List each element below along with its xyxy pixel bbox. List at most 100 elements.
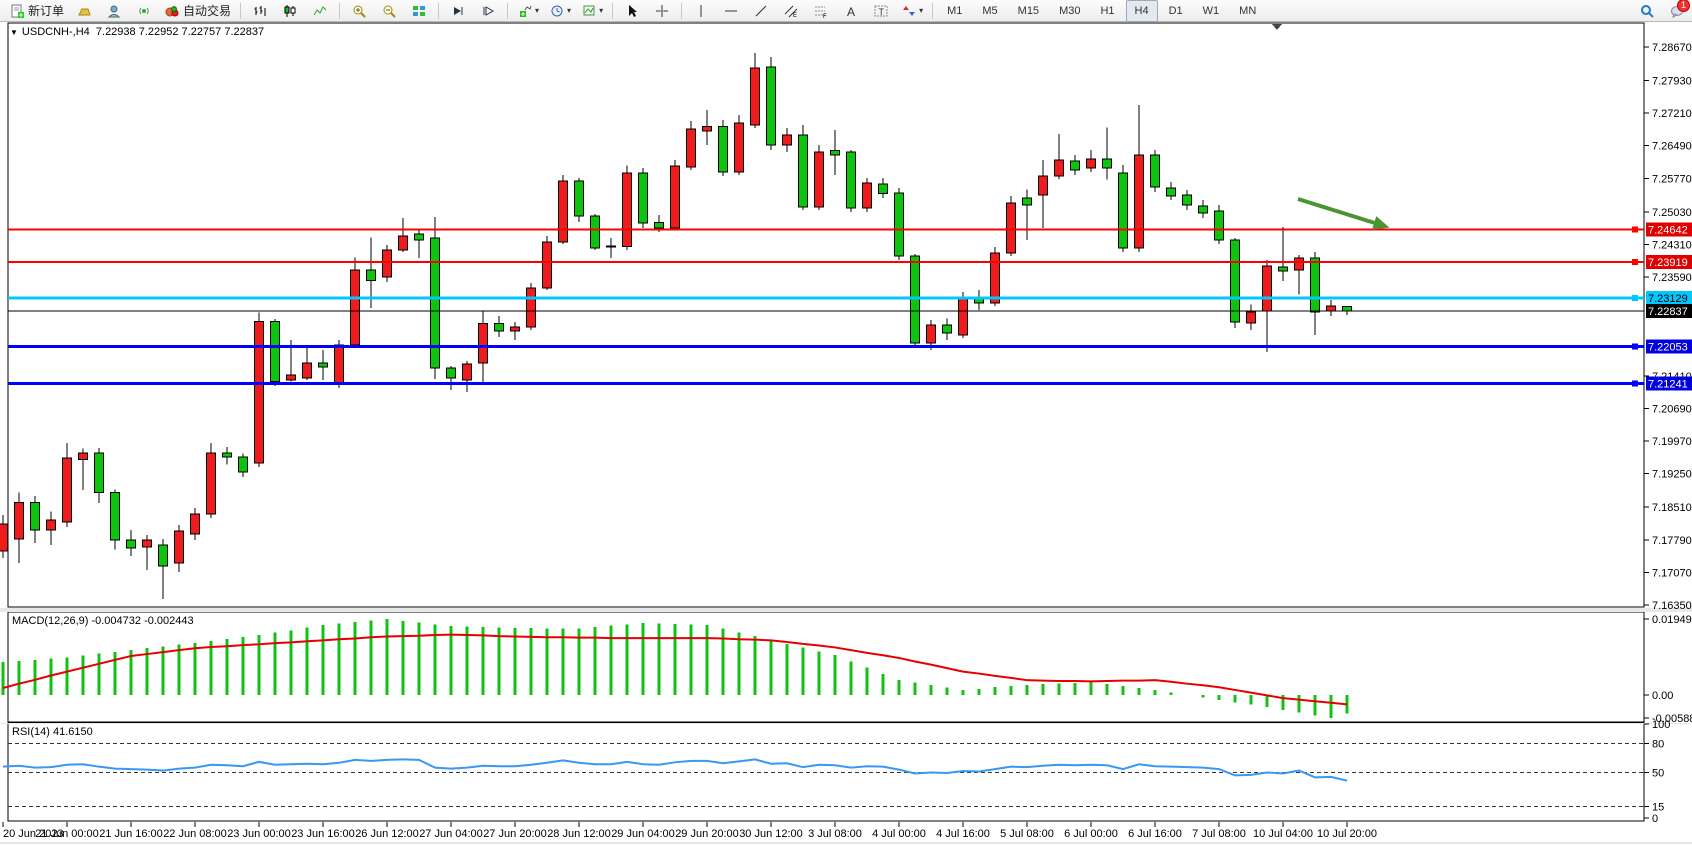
trend-arrow-head <box>1372 216 1390 230</box>
candle-10-Jul-20-00 <box>1342 306 1352 312</box>
fibonacci-retracement-button[interactable]: F <box>807 0 835 22</box>
zoom-in-icon <box>351 3 367 19</box>
arrows-button[interactable]: ▾ <box>897 0 927 22</box>
one-click-trading-expander-icon[interactable]: ▼ <box>10 28 18 37</box>
candle-7-Jul-20-00 <box>1262 265 1272 312</box>
templates-button[interactable]: ▾ <box>577 0 607 22</box>
candle-5-Jul-20-00 <box>1070 160 1080 171</box>
text-button[interactable]: A <box>837 0 865 22</box>
equidistant-channel-button[interactable]: E <box>777 0 805 22</box>
candle-28-Jun-20-00 <box>606 245 616 248</box>
indicators-list-button[interactable]: ▾ <box>513 0 543 22</box>
tf-button-m1[interactable]: M1 <box>938 0 971 22</box>
periods-button[interactable]: ▾ <box>545 0 575 22</box>
svg-text:F: F <box>823 14 827 18</box>
tf-button-h4[interactable]: H4 <box>1125 0 1158 22</box>
tf-h4-label: H4 <box>1134 4 1149 17</box>
notification-count-badge: 1 <box>1676 0 1690 12</box>
svg-text:7.19970: 7.19970 <box>1652 436 1692 448</box>
candle-22-Jun-20-00 <box>238 456 248 473</box>
cursor-button[interactable] <box>618 0 646 22</box>
notifications-button[interactable]: 1 <box>1663 0 1691 22</box>
trend-arrow-annotation[interactable] <box>1297 197 1390 230</box>
tf-button-mn[interactable]: MN <box>1230 0 1265 22</box>
candle-29-Jun-16-00 <box>686 128 696 168</box>
candle-6-Jul-08-00 <box>1118 172 1128 249</box>
candle-21-Jun-16-00 <box>126 539 136 549</box>
tf-button-m5[interactable]: M5 <box>973 0 1006 22</box>
rsi-line <box>2 758 1348 782</box>
svg-text:E: E <box>793 13 797 18</box>
resistance-line-2-handle[interactable] <box>1632 259 1638 266</box>
periods-dropdown-icon[interactable]: ▾ <box>567 6 572 15</box>
candle-7-Jul-04-00 <box>1198 205 1208 214</box>
tf-button-m15[interactable]: M15 <box>1009 0 1048 22</box>
search-button[interactable] <box>1633 0 1661 22</box>
candle-20-Jun-20-00 <box>46 519 56 531</box>
macd-indicator: 0.01949 0.00 -0.005885 <box>1 614 1692 725</box>
svg-text:6 Jul 16:00: 6 Jul 16:00 <box>1128 828 1182 840</box>
candle-28-Jun-04-00 <box>542 241 552 289</box>
svg-text:7.23590: 7.23590 <box>1652 272 1692 284</box>
candle-5-Jul-16-00 <box>1054 159 1064 177</box>
candle-21-Jun-20-00 <box>142 539 152 548</box>
bar-chart-button[interactable] <box>246 0 274 22</box>
main-pane <box>7 22 1645 608</box>
text-label-button[interactable]: T <box>867 0 895 22</box>
support-line-1-handle[interactable] <box>1632 343 1638 350</box>
svg-text:27 Jun 04:00: 27 Jun 04:00 <box>419 828 483 840</box>
cyan-level-line-handle[interactable] <box>1632 294 1638 301</box>
candle-10-Jul-16-00 <box>1326 305 1336 312</box>
support-line-2-handle[interactable] <box>1632 380 1638 387</box>
zoom-out-button[interactable] <box>375 0 403 22</box>
trendline-button[interactable] <box>747 0 775 22</box>
current-price-line-price-badge <box>1646 304 1692 319</box>
svg-text:7.24310: 7.24310 <box>1652 239 1692 251</box>
vertical-line-button[interactable] <box>687 0 715 22</box>
tile-windows-button[interactable] <box>405 0 433 22</box>
rsi-indicator-label: RSI(14) 41.6150 <box>12 726 93 738</box>
candle-21-Jun-00-00 <box>62 457 72 523</box>
svg-text:7.23919: 7.23919 <box>1648 257 1688 269</box>
auto-trading-button[interactable]: 自动交易 <box>160 0 235 22</box>
zoom-out-icon <box>381 3 397 19</box>
crosshair-button[interactable] <box>648 0 676 22</box>
line-chart-button[interactable] <box>306 0 334 22</box>
resistance-line-1-handle[interactable] <box>1632 226 1638 233</box>
pane-splitter-macd-rsi[interactable] <box>0 723 1692 724</box>
tf-m5-label: M5 <box>982 4 998 17</box>
tf-button-m30[interactable]: M30 <box>1050 0 1089 22</box>
arrows-icon <box>901 3 917 19</box>
svg-text:A: A <box>847 5 855 18</box>
tf-button-d1[interactable]: D1 <box>1160 0 1192 22</box>
candle-30-Jun-12-00 <box>766 66 776 146</box>
signals-button[interactable] <box>130 0 158 22</box>
toolbar-separator <box>612 2 614 19</box>
tf-button-h1[interactable]: H1 <box>1091 0 1123 22</box>
svg-text:7.26490: 7.26490 <box>1652 141 1692 153</box>
svg-text:7.22053: 7.22053 <box>1648 342 1688 354</box>
templates-dropdown-icon[interactable]: ▾ <box>599 6 604 15</box>
candle-10-Jul-08-00 <box>1294 257 1304 271</box>
chart-shift-button[interactable] <box>474 0 502 22</box>
arrows-dropdown-icon[interactable]: ▾ <box>919 6 924 15</box>
auto-trading-label: 自动交易 <box>183 4 232 18</box>
profile-button[interactable] <box>100 0 128 22</box>
horizontal-line-button[interactable] <box>717 0 745 22</box>
indicators-list-dropdown-icon[interactable]: ▾ <box>535 6 540 15</box>
svg-text:50: 50 <box>1652 768 1664 780</box>
auto-scroll-button[interactable] <box>444 0 472 22</box>
chart-shift-marker[interactable] <box>1272 24 1282 30</box>
candle-23-Jun-16-00 <box>318 362 328 368</box>
market-watch-button[interactable] <box>70 0 98 22</box>
candle-27-Jun-04-00 <box>446 367 456 379</box>
tf-button-w1[interactable]: W1 <box>1194 0 1229 22</box>
pane-splitter-main-macd[interactable] <box>0 608 1692 612</box>
candlestick-chart-button[interactable] <box>276 0 304 22</box>
candle-5-Jul-08-00 <box>1022 197 1032 206</box>
new-order-button[interactable]: 新订单 <box>5 0 68 22</box>
candle-6-Jul-16-00 <box>1150 154 1160 188</box>
svg-text:4 Jul 16:00: 4 Jul 16:00 <box>936 828 990 840</box>
zoom-in-button[interactable] <box>345 0 373 22</box>
